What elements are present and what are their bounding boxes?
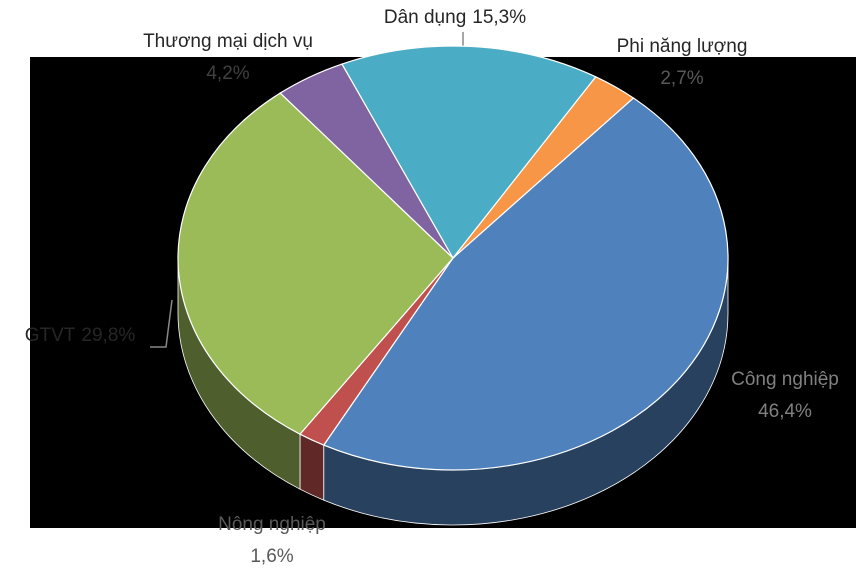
labels: Công nghiệp 46,4% Nông nghiệp 1,6% GTVT 29,8%… (25, 7, 839, 567)
value-label: 46,4% (758, 401, 812, 422)
leader-line (150, 299, 173, 348)
category-label: Dân dụng (384, 7, 466, 28)
pie-slice (452, 76, 635, 259)
category-label: Phi năng lượng (617, 36, 748, 57)
data-label: Thương mại dịch vụ 4,2% (143, 31, 313, 84)
data-label: Dân dụng 15,3% (384, 7, 526, 28)
data-label: Công nghiệp 46,4% (731, 369, 839, 422)
data-label: Nông nghiệp 1,6% (218, 514, 326, 567)
category-label: GTVT (25, 325, 76, 346)
data-label: Phi năng lượng 2,7% (617, 36, 748, 89)
value-label: 29,8% (81, 325, 135, 346)
data-label: GTVT 29,8% (25, 325, 136, 346)
value-label: 2,7% (660, 68, 703, 89)
value-label: 15,3% (472, 7, 526, 28)
category-label: Nông nghiệp (218, 514, 326, 535)
category-label: Thương mại dịch vụ (143, 31, 313, 52)
value-label: 4,2% (206, 63, 249, 84)
pie-tops (177, 45, 729, 471)
category-label: Công nghiệp (731, 369, 839, 390)
value-label: 1,6% (250, 546, 293, 567)
pie-slice (341, 45, 597, 260)
pie-slice (322, 97, 729, 471)
pie-slice (177, 92, 454, 435)
